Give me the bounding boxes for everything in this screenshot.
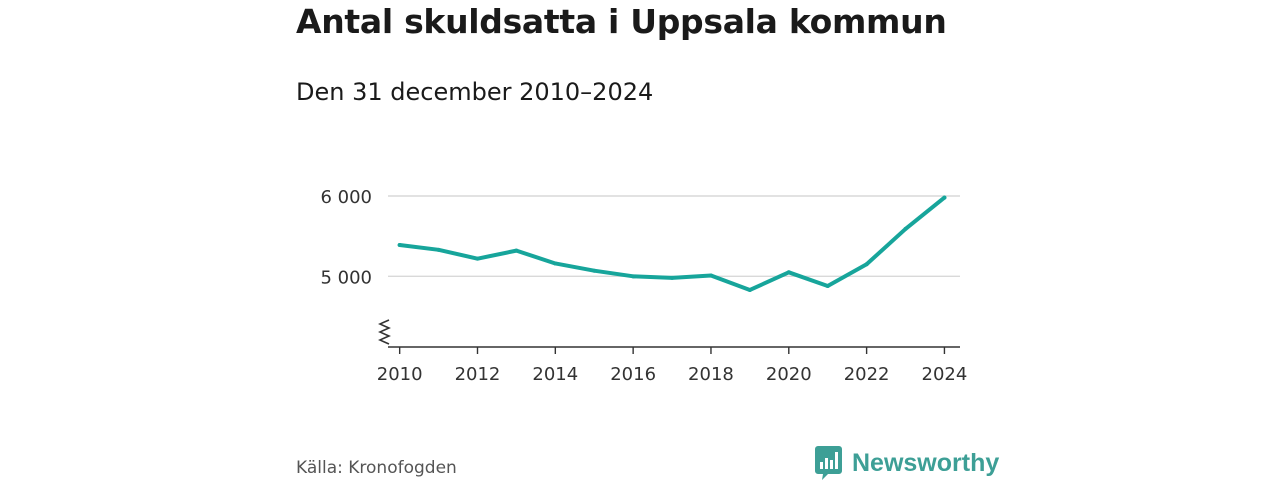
brand-name: Newsworthy: [852, 448, 1000, 477]
data-point-2010: [397, 242, 402, 247]
y-tick-label: 5 000: [320, 267, 372, 288]
data-point-2024: [942, 195, 947, 200]
x-tick-label: 2014: [532, 364, 578, 385]
data-point-2017: [670, 275, 675, 280]
newsworthy-logo-icon: [815, 446, 842, 480]
y-tick-label: 6 000: [320, 187, 372, 208]
data-point-2021: [825, 283, 830, 288]
x-axis-ticks: 2010 2012 2014 2016 2018 2020 2022 2024: [377, 347, 968, 385]
data-point-2011: [436, 247, 441, 252]
x-tick-label: 2018: [688, 364, 734, 385]
data-point-2020: [786, 270, 791, 275]
data-point-2013: [514, 248, 519, 253]
data-point-2022: [864, 262, 869, 267]
x-tick-label: 2010: [377, 364, 423, 385]
brand-logo: Newsworthy: [815, 446, 999, 480]
series-layer: [397, 195, 947, 292]
data-point-2012: [475, 256, 480, 261]
data-point-2014: [553, 261, 558, 266]
x-tick-label: 2012: [455, 364, 501, 385]
axis-break-icon: [378, 319, 391, 345]
gridlines: [388, 195, 960, 278]
y-axis-ticks: 5 000 6 000: [320, 187, 372, 288]
x-tick-label: 2020: [766, 364, 812, 385]
chart-subtitle: Den 31 december 2010–2024: [296, 78, 654, 106]
x-tick-label: 2022: [844, 364, 890, 385]
source-note: Källa: Kronofogden: [296, 458, 457, 478]
data-point-2018: [708, 273, 713, 278]
x-tick-label: 2024: [922, 364, 968, 385]
data-point-2019: [747, 287, 752, 292]
chart-title: Antal skuldsatta i Uppsala kommun: [296, 2, 947, 41]
data-point-2023: [903, 226, 908, 231]
data-point-2015: [592, 268, 597, 273]
data-point-2016: [631, 274, 636, 279]
x-tick-label: 2016: [610, 364, 656, 385]
